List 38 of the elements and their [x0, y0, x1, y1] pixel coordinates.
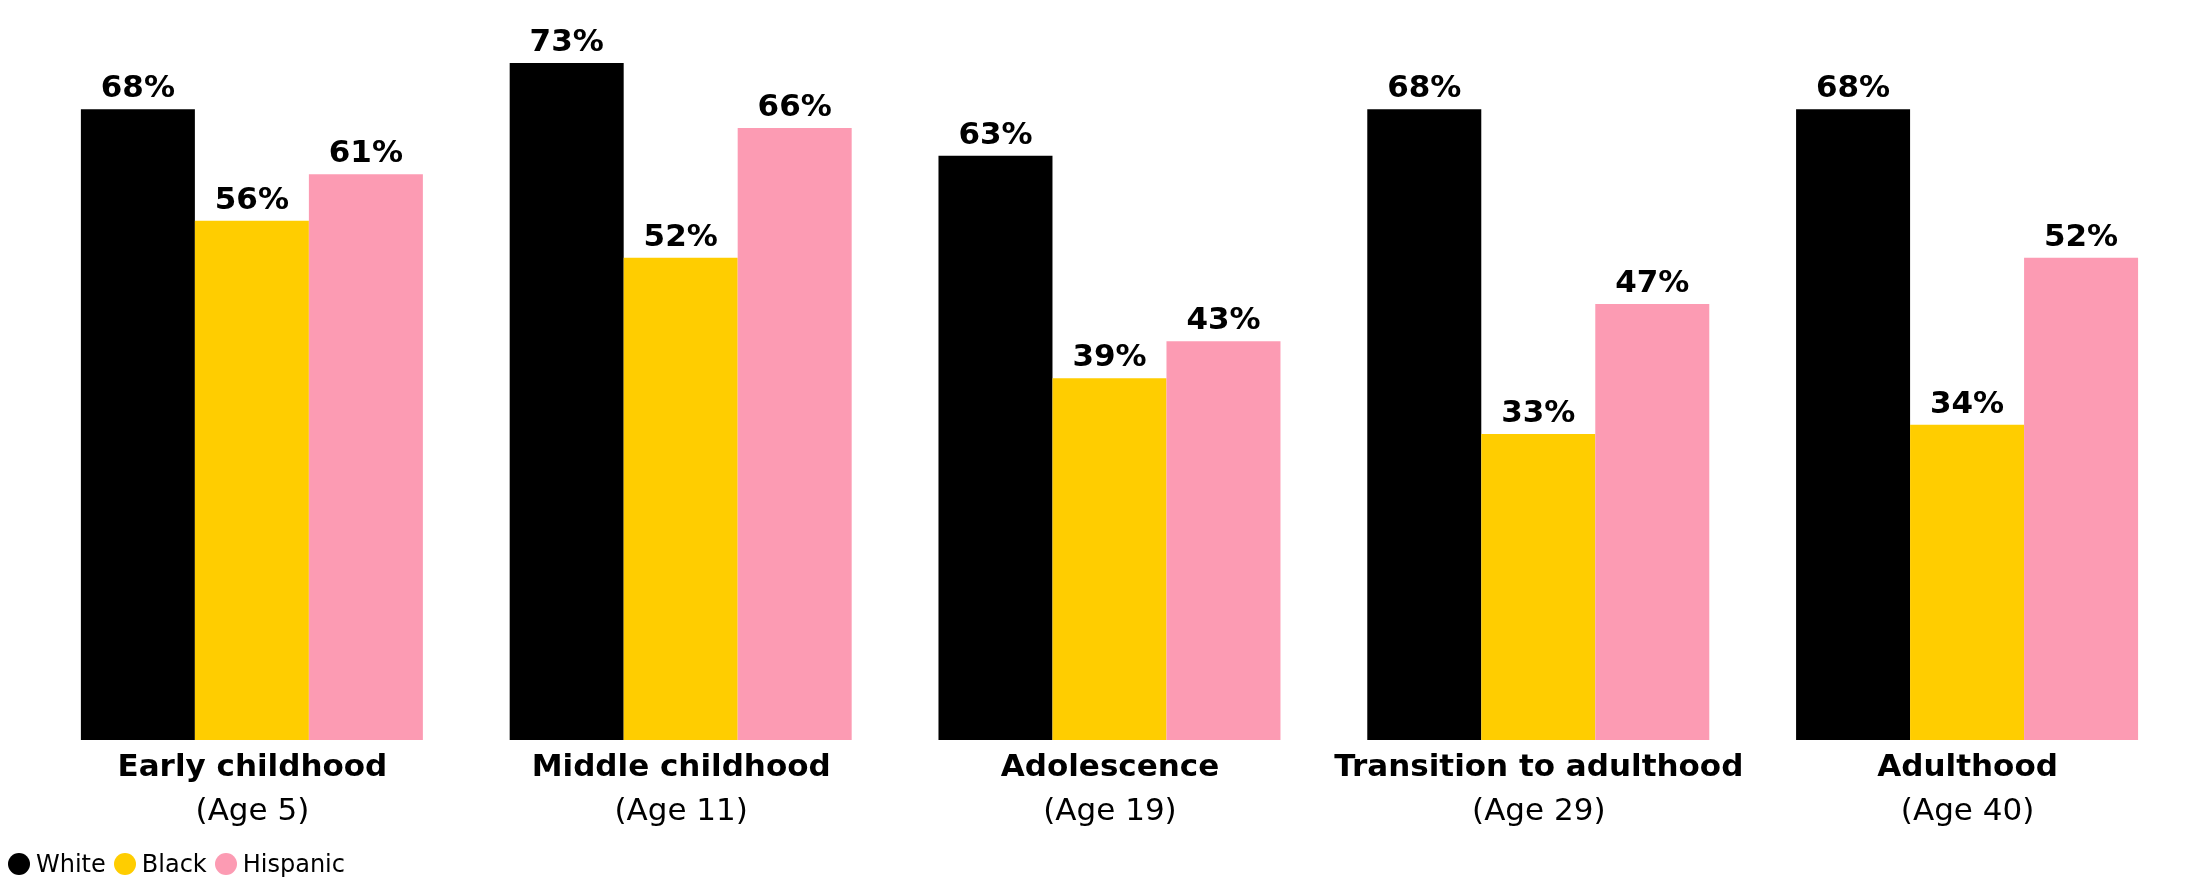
data-label: 47% [1615, 263, 1690, 300]
bar [737, 127, 852, 740]
bar [308, 174, 423, 740]
legend-label: Black [140, 850, 207, 878]
data-label: 68% [1387, 68, 1462, 105]
bar [509, 63, 624, 740]
data-label: 52% [2043, 216, 2119, 253]
bar [1367, 109, 1482, 740]
bar [1910, 424, 2025, 740]
x-tick-label: Early childhood (Age 5) [117, 747, 388, 827]
data-label: 68% [100, 68, 175, 105]
data-label: 33% [1501, 392, 1576, 429]
bar [2024, 257, 2139, 740]
data-label: 52% [643, 216, 718, 253]
data-label: 56% [214, 179, 289, 216]
data-label: 68% [1815, 68, 1891, 105]
bar [1166, 341, 1281, 740]
bar [623, 257, 738, 740]
x-tick-label: Middle childhood (Age 11) [531, 747, 831, 827]
data-label: 61% [328, 133, 403, 170]
bar [1052, 378, 1167, 740]
data-label: 73% [529, 22, 604, 58]
x-tick-label: Adulthood (Age 40) [1877, 747, 2058, 827]
bar [1595, 304, 1710, 740]
x-tick-label: Transition to adulthood (Age 29) [1334, 747, 1744, 827]
bar [938, 155, 1053, 740]
bar [80, 109, 195, 740]
data-label: 43% [1186, 300, 1261, 337]
data-label: 63% [958, 114, 1033, 151]
data-label: 34% [1929, 383, 2005, 420]
data-label: 66% [757, 86, 832, 123]
bar [1796, 109, 1911, 740]
data-label: 39% [1072, 337, 1147, 374]
legend-label: Hispanic [241, 850, 345, 878]
x-tick-label: Adolescence (Age 19) [1000, 747, 1220, 827]
legend-label: White [35, 850, 106, 878]
bar [1481, 433, 1596, 740]
bar [194, 220, 309, 740]
